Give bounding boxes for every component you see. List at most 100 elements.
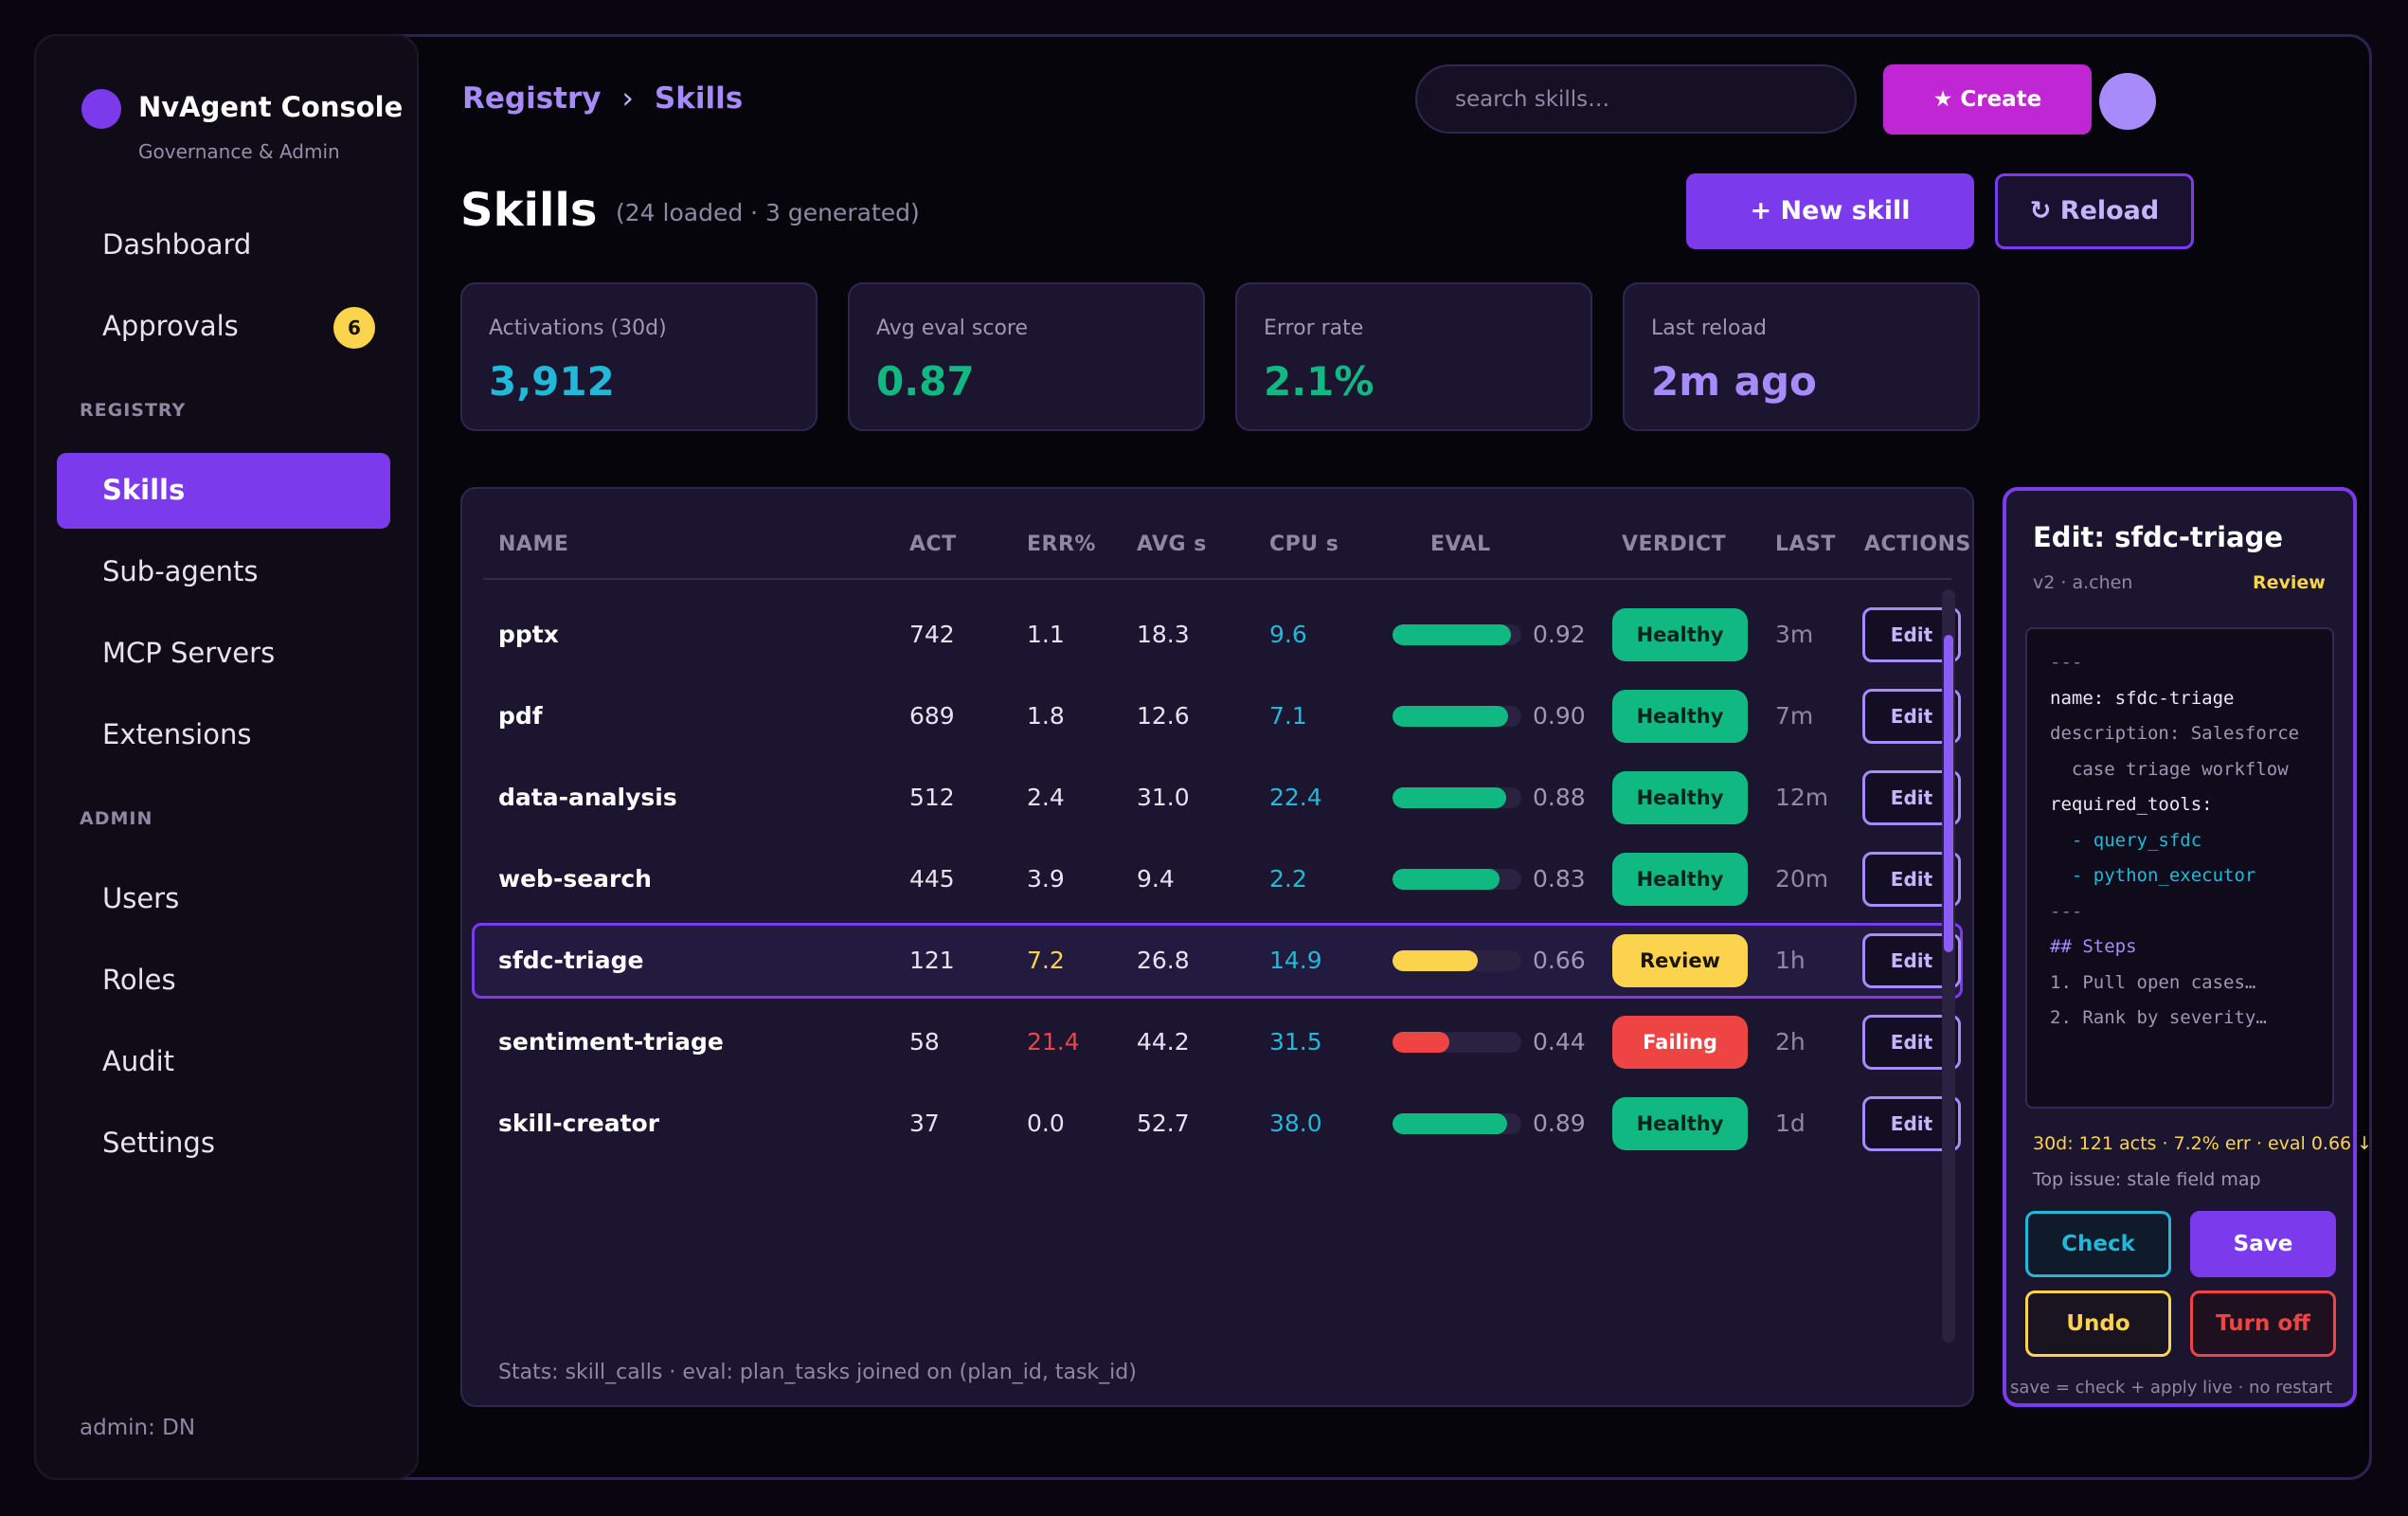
cpu-seconds-cell: 9.6 bbox=[1269, 621, 1307, 648]
avg-seconds-cell: 12.6 bbox=[1137, 702, 1190, 730]
sidebar-item-extensions[interactable]: Extensions bbox=[102, 718, 252, 750]
sidebar-item-mcp-servers[interactable]: MCP Servers bbox=[102, 637, 276, 669]
avg-seconds-cell: 44.2 bbox=[1137, 1028, 1190, 1056]
stat-value: 3,912 bbox=[489, 358, 615, 405]
activations-cell: 121 bbox=[909, 947, 955, 974]
error-rate-cell: 1.1 bbox=[1027, 621, 1065, 648]
eval-score-fill bbox=[1393, 624, 1511, 645]
column-header-err[interactable]: ERR% bbox=[1027, 532, 1096, 556]
column-header-name[interactable]: NAME bbox=[498, 532, 569, 556]
eval-score-bar bbox=[1393, 869, 1521, 890]
avg-seconds-cell: 9.4 bbox=[1137, 865, 1175, 893]
code-line: - python_executor bbox=[2050, 865, 2256, 886]
sidebar-item-approvals[interactable]: Approvals bbox=[102, 310, 239, 342]
breadcrumb-registry[interactable]: Registry bbox=[462, 81, 602, 116]
save-button[interactable]: Save bbox=[2190, 1211, 2336, 1277]
last-run-cell: 20m bbox=[1775, 865, 1829, 893]
breadcrumb-skills: Skills bbox=[654, 81, 744, 116]
avatar[interactable] bbox=[2099, 73, 2156, 130]
column-header-eval[interactable]: EVAL bbox=[1430, 532, 1491, 556]
eval-score-value: 0.66 bbox=[1533, 947, 1586, 974]
skill-name: sentiment-triage bbox=[498, 1028, 724, 1056]
edit-panel-title: Edit: sfdc-triage bbox=[2033, 521, 2284, 553]
edit-panel-issue: Top issue: stale field map bbox=[2033, 1169, 2261, 1190]
column-header-verdict[interactable]: VERDICT bbox=[1622, 532, 1727, 556]
sidebar-item-dashboard[interactable]: Dashboard bbox=[102, 228, 252, 261]
new-skill-button[interactable]: + New skill bbox=[1686, 173, 1974, 249]
sidebar-item-audit[interactable]: Audit bbox=[102, 1045, 175, 1077]
sidebar-item-settings[interactable]: Settings bbox=[102, 1127, 215, 1159]
stat-value: 2.1% bbox=[1264, 358, 1375, 405]
cpu-seconds-cell: 31.5 bbox=[1269, 1028, 1322, 1056]
avg-seconds-cell: 18.3 bbox=[1137, 621, 1190, 648]
error-rate-cell: 0.0 bbox=[1027, 1110, 1065, 1137]
column-header-act[interactable]: ACT bbox=[909, 532, 957, 556]
edit-panel-stats: 30d: 121 acts · 7.2% err · eval 0.66 ↓ bbox=[2033, 1133, 2373, 1154]
brand-title: NvAgent Console bbox=[138, 91, 404, 123]
stat-label: Avg eval score bbox=[876, 316, 1028, 340]
column-header-cpu[interactable]: CPU s bbox=[1269, 532, 1339, 556]
stat-value: 2m ago bbox=[1651, 358, 1817, 405]
stat-card-last-reload: Last reload 2m ago bbox=[1623, 282, 1980, 431]
skill-name: web-search bbox=[498, 865, 652, 893]
eval-score-fill bbox=[1393, 1113, 1507, 1134]
check-button[interactable]: Check bbox=[2025, 1211, 2171, 1277]
eval-score-fill bbox=[1393, 869, 1500, 890]
code-line: required_tools: bbox=[2050, 794, 2213, 815]
breadcrumb: Registry › Skills bbox=[462, 81, 743, 116]
verdict-badge: Failing bbox=[1612, 1016, 1748, 1069]
activations-cell: 58 bbox=[909, 1028, 940, 1056]
eval-score-value: 0.83 bbox=[1533, 865, 1586, 893]
sidebar-item-skills[interactable]: Skills bbox=[57, 453, 390, 529]
code-line: --- bbox=[2050, 900, 2083, 922]
code-line: --- bbox=[2050, 652, 2083, 673]
edit-panel-meta: v2 · a.chen bbox=[2033, 572, 2133, 593]
error-rate-cell: 3.9 bbox=[1027, 865, 1065, 893]
skill-code-editor[interactable]: --- name: sfdc-triage description: Salesfo… bbox=[2025, 627, 2334, 1109]
brand-logo-icon bbox=[81, 89, 121, 129]
code-line: ## Steps bbox=[2050, 936, 2137, 957]
code-line: description: Salesforce bbox=[2050, 723, 2300, 744]
cpu-seconds-cell: 7.1 bbox=[1269, 702, 1307, 730]
activations-cell: 512 bbox=[909, 784, 955, 811]
cpu-seconds-cell: 2.2 bbox=[1269, 865, 1307, 893]
undo-button[interactable]: Undo bbox=[2025, 1290, 2171, 1357]
skill-name: pptx bbox=[498, 621, 559, 648]
stat-card-avg-eval: Avg eval score 0.87 bbox=[848, 282, 1205, 431]
page-subtitle: (24 loaded · 3 generated) bbox=[616, 199, 920, 226]
activations-cell: 742 bbox=[909, 621, 955, 648]
reload-button[interactable]: ↻ Reload bbox=[1995, 173, 2194, 249]
eval-score-fill bbox=[1393, 706, 1508, 727]
stat-card-activations: Activations (30d) 3,912 bbox=[460, 282, 818, 431]
sidebar bbox=[34, 34, 419, 1480]
edit-panel-status: Review bbox=[2253, 572, 2326, 593]
sidebar-item-roles[interactable]: Roles bbox=[102, 964, 176, 996]
stat-card-error-rate: Error rate 2.1% bbox=[1235, 282, 1592, 431]
eval-score-bar bbox=[1393, 1032, 1521, 1053]
turn-off-button[interactable]: Turn off bbox=[2190, 1290, 2336, 1357]
stat-label: Last reload bbox=[1651, 316, 1767, 340]
verdict-badge: Healthy bbox=[1612, 608, 1748, 661]
admin-user-label: admin: DN bbox=[80, 1416, 196, 1440]
search-input[interactable] bbox=[1415, 64, 1857, 134]
sidebar-item-users[interactable]: Users bbox=[102, 882, 180, 914]
column-header-last[interactable]: LAST bbox=[1775, 532, 1836, 556]
column-header-actions: ACTIONS bbox=[1864, 532, 1971, 556]
code-line: 1. Pull open cases… bbox=[2050, 971, 2256, 993]
activations-cell: 689 bbox=[909, 702, 955, 730]
activations-cell: 37 bbox=[909, 1110, 940, 1137]
skill-name: data-analysis bbox=[498, 784, 677, 811]
verdict-badge: Healthy bbox=[1612, 771, 1748, 824]
last-run-cell: 2h bbox=[1775, 1028, 1806, 1056]
avg-seconds-cell: 31.0 bbox=[1137, 784, 1190, 811]
eval-score-bar bbox=[1393, 706, 1521, 727]
cpu-seconds-cell: 38.0 bbox=[1269, 1110, 1322, 1137]
table-scrollbar-thumb[interactable] bbox=[1944, 635, 1953, 952]
create-button[interactable]: ★ Create bbox=[1883, 64, 2092, 135]
cpu-seconds-cell: 22.4 bbox=[1269, 784, 1322, 811]
column-header-avg[interactable]: AVG s bbox=[1137, 532, 1207, 556]
verdict-badge: Review bbox=[1612, 934, 1748, 987]
last-run-cell: 12m bbox=[1775, 784, 1829, 811]
sidebar-item-sub-agents[interactable]: Sub-agents bbox=[102, 555, 259, 587]
eval-score-value: 0.44 bbox=[1533, 1028, 1586, 1056]
